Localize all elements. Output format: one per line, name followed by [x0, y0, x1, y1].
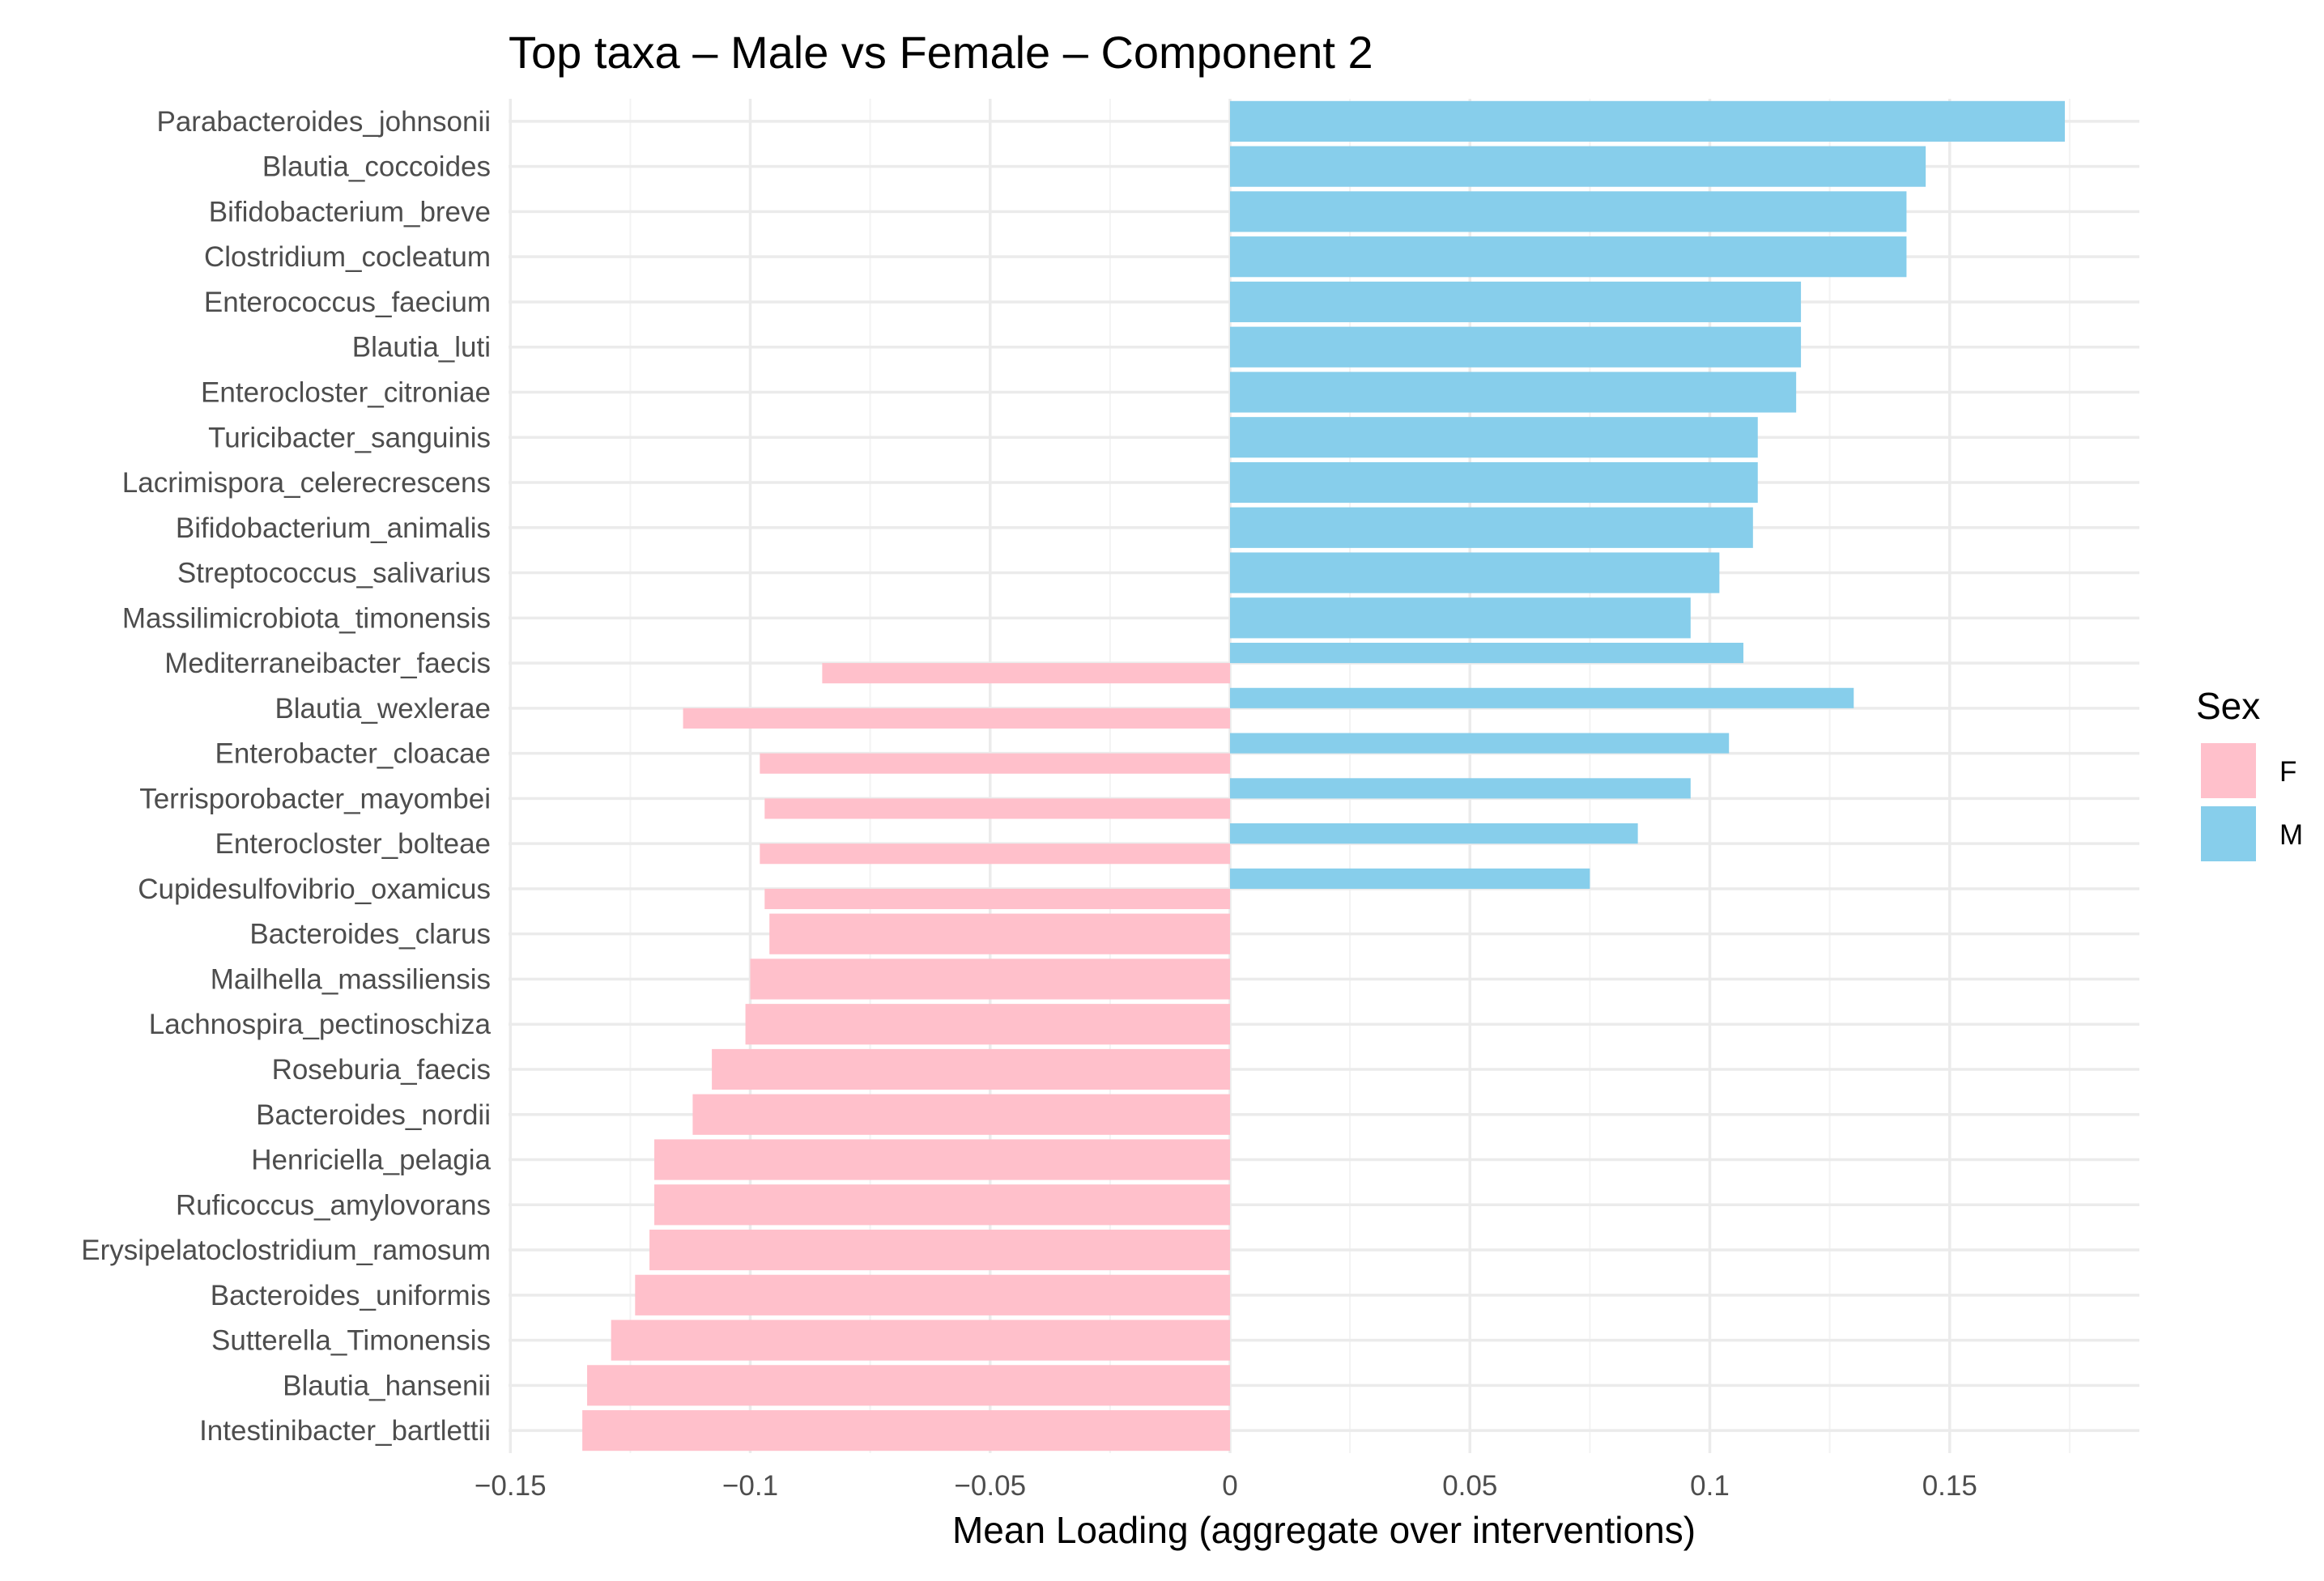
- bar-female: [764, 888, 1230, 910]
- bar-male: [1230, 552, 1720, 593]
- bar-female: [750, 958, 1230, 1000]
- bar-male: [1230, 281, 1802, 323]
- bar-male: [1230, 100, 2065, 142]
- legend-label-M: M: [2279, 819, 2303, 851]
- y-axis-label: Henriciella_pelagia: [251, 1145, 491, 1176]
- bar-female: [822, 663, 1230, 684]
- bar-male: [1230, 146, 1926, 187]
- y-axis-label: Intestinibacter_bartlettii: [199, 1415, 491, 1447]
- y-axis-label: Parabacteroides_johnsonii: [157, 106, 492, 138]
- bar-male: [1230, 417, 1758, 458]
- y-axis-label: Enterocloster_bolteae: [215, 828, 492, 860]
- y-axis-label: Bacteroides_clarus: [249, 919, 491, 950]
- chart-title: Top taxa – Male vs Female – Component 2: [509, 27, 1373, 78]
- bar-male: [1230, 461, 1758, 504]
- y-axis-label: Mediterraneibacter_faecis: [164, 648, 491, 679]
- y-axis-label: Massilimicrobiota_timonensis: [122, 602, 491, 634]
- legend: Sex FM: [2196, 685, 2303, 861]
- bar-male: [1230, 372, 1797, 413]
- y-axis-label: Roseburia_faecis: [272, 1054, 491, 1086]
- bar-female: [712, 1048, 1230, 1090]
- y-axis-label: Mailhella_massiliensis: [211, 963, 491, 995]
- bar-male: [1230, 823, 1638, 844]
- y-axis-label: Bacteroides_uniformis: [211, 1280, 491, 1311]
- y-axis-label: Terrisporobacter_mayombei: [139, 783, 491, 814]
- bar-female: [654, 1184, 1230, 1226]
- bar-female: [582, 1410, 1230, 1451]
- x-tick-label: −0.15: [475, 1470, 547, 1502]
- y-axis-label: Enterocloster_citroniae: [201, 376, 491, 408]
- legend-title: Sex: [2196, 685, 2260, 727]
- bar-female: [764, 798, 1230, 819]
- x-tick-label: 0.05: [1442, 1470, 1497, 1502]
- x-axis-ticks: −0.15 −0.1 −0.05 0 0.05 0.1 0.15: [475, 1470, 1977, 1502]
- y-axis-label: Blautia_hansenii: [283, 1370, 491, 1401]
- bar-female: [745, 1004, 1230, 1045]
- y-axis-label: Sutterella_Timonensis: [211, 1325, 491, 1357]
- bar-female: [649, 1229, 1230, 1271]
- y-axis-label: Clostridium_cocleatum: [204, 241, 491, 273]
- bar-female: [611, 1320, 1230, 1361]
- y-axis-label: Lachnospira_pectinoschiza: [149, 1009, 492, 1040]
- y-axis-label: Bacteroides_nordii: [256, 1099, 491, 1131]
- bar-male: [1230, 868, 1590, 889]
- bar-male: [1230, 507, 1753, 548]
- legend-label-F: F: [2279, 756, 2296, 788]
- bar-female: [683, 708, 1230, 729]
- bar-male: [1230, 326, 1802, 368]
- bar-female: [635, 1274, 1230, 1315]
- bars: [582, 100, 2065, 1451]
- y-axis-label: Streptococcus_salivarius: [177, 558, 491, 589]
- y-axis-label: Bifidobacterium_breve: [209, 196, 491, 227]
- y-axis-labels: Parabacteroides_johnsonii Blautia_coccoid…: [81, 106, 491, 1447]
- y-axis-label: Blautia_wexlerae: [275, 693, 491, 725]
- y-axis-label: Cupidesulfovibrio_oxamicus: [138, 873, 491, 905]
- y-axis-label: Enterobacter_cloacae: [215, 738, 492, 770]
- bar-female: [587, 1365, 1230, 1406]
- bar-male: [1230, 642, 1743, 664]
- bar-male: [1230, 733, 1730, 754]
- x-tick-label: −0.1: [722, 1470, 778, 1502]
- y-axis-label: Enterococcus_faecium: [204, 287, 491, 318]
- x-tick-label: 0: [1222, 1470, 1237, 1502]
- y-axis-label: Turicibacter_sanguinis: [208, 422, 491, 453]
- y-axis-label: Blautia_coccoides: [262, 151, 491, 183]
- bar-male: [1230, 191, 1907, 232]
- x-tick-label: −0.05: [954, 1470, 1026, 1502]
- bar-male: [1230, 687, 1854, 708]
- bar-female: [760, 844, 1230, 865]
- y-axis-label: Erysipelatoclostridium_ramosum: [81, 1235, 491, 1266]
- x-tick-label: 0.15: [1922, 1470, 1977, 1502]
- bar-male: [1230, 778, 1691, 799]
- bar-female: [692, 1094, 1230, 1135]
- bar-male: [1230, 597, 1691, 639]
- y-axis-label: Blautia_luti: [352, 332, 491, 363]
- x-axis-title: Mean Loading (aggregate over interventio…: [952, 1509, 1696, 1551]
- bar-female: [769, 913, 1230, 954]
- y-axis-label: Bifidobacterium_animalis: [176, 512, 491, 544]
- y-axis-label: Lacrimispora_celerecrescens: [122, 467, 491, 499]
- y-axis-label: Ruficoccus_amylovorans: [176, 1189, 491, 1221]
- bar-female: [760, 753, 1230, 774]
- legend-swatch-M: [2201, 806, 2256, 861]
- bar-male: [1230, 236, 1907, 278]
- bar-female: [654, 1139, 1230, 1180]
- legend-swatch-F: [2201, 743, 2256, 798]
- x-tick-label: 0.1: [1690, 1470, 1730, 1502]
